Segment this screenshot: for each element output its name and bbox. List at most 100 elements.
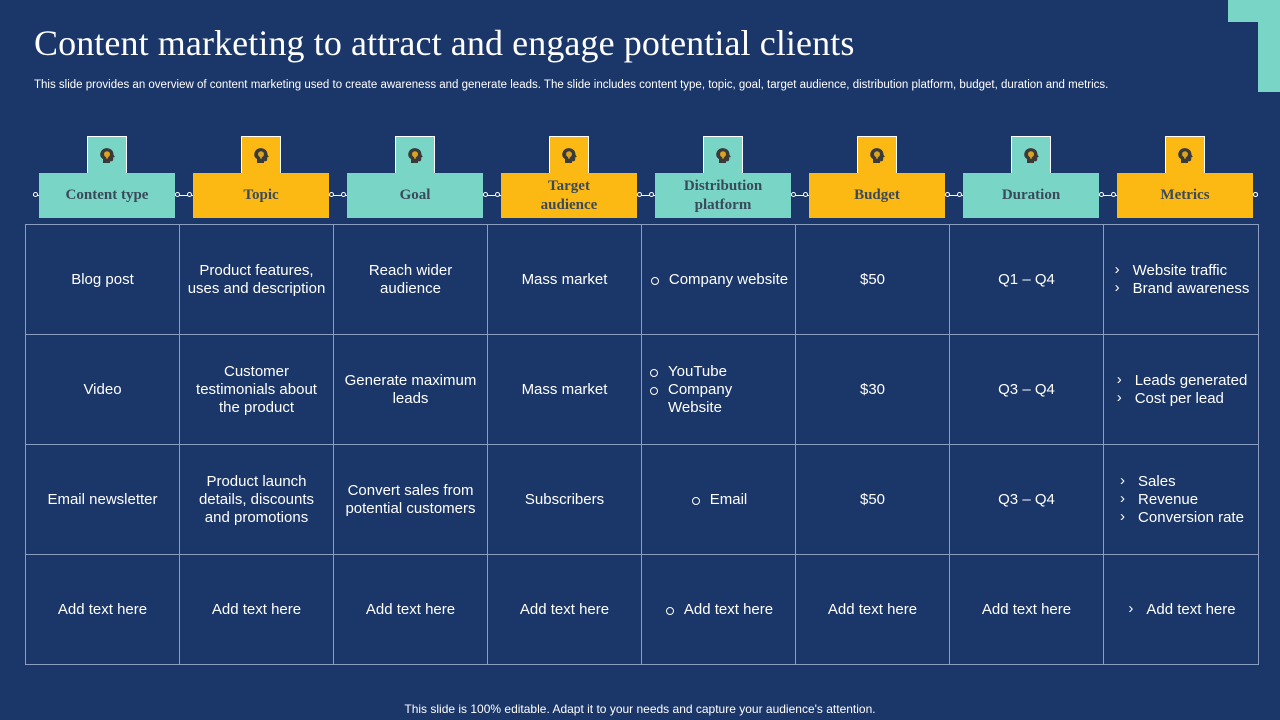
cell-metrics: Add text here <box>1103 554 1259 665</box>
table-row: Add text here Add text here Add text here A… <box>25 554 1259 665</box>
column-header: Topic <box>193 136 329 218</box>
header-connector <box>1099 195 1117 196</box>
list-item: Sales <box>1118 472 1244 491</box>
cell-budget: $30 <box>795 334 950 445</box>
cell-distribution-platform-list: YouTube Company Website <box>648 363 789 417</box>
cell-distribution-platform-list: Add text here <box>664 601 773 619</box>
header-connector-dot <box>187 192 192 197</box>
page-title: Content marketing to attract and engage … <box>34 23 855 63</box>
icon-tile <box>857 136 897 176</box>
cell-distribution-platform: Add text here <box>641 554 796 665</box>
icon-tile <box>1011 136 1051 176</box>
cell-duration: Q3 – Q4 <box>949 334 1104 445</box>
header-connector-dot <box>791 192 796 197</box>
table-row: Blog post Product features, uses and desc… <box>25 224 1259 335</box>
header-connector <box>791 195 809 196</box>
column-header-label: Budget <box>809 173 945 218</box>
column-header-label: Target audience <box>501 173 637 218</box>
column-header: Content type <box>39 136 175 218</box>
page-subtitle: This slide provides an overview of conte… <box>34 79 1109 91</box>
list-item: Website traffic <box>1113 261 1250 280</box>
cell-topic: Customer testimonials about the product <box>179 334 334 445</box>
column-header: Distribution platform <box>655 136 791 218</box>
header-connector <box>483 195 501 196</box>
cell-content-type: Add text here <box>25 554 180 665</box>
header-connector-dot <box>341 192 346 197</box>
list-item: Company website <box>649 271 788 289</box>
list-item: Cost per lead <box>1115 389 1248 408</box>
header-connector-dot <box>649 192 654 197</box>
lightbulb-head-icon <box>1178 148 1193 163</box>
list-item: Revenue <box>1118 490 1244 509</box>
column-headers: Content type Topic Goal Target audience Dist… <box>0 0 1280 230</box>
header-connector-dot <box>1099 192 1104 197</box>
cell-goal: Generate maximum leads <box>333 334 488 445</box>
cell-metrics-list: Website trafficBrand awareness <box>1113 261 1250 298</box>
cell-goal: Add text here <box>333 554 488 665</box>
corner-accent <box>1228 0 1280 92</box>
header-connector-dot <box>957 192 962 197</box>
cell-distribution-platform-list: Email <box>690 491 747 509</box>
list-item: Email <box>690 491 747 509</box>
lightbulb-head-icon <box>100 148 115 163</box>
column-header: Goal <box>347 136 483 218</box>
cell-budget: $50 <box>795 224 950 335</box>
list-item: Company Website <box>648 381 789 417</box>
cell-duration: Add text here <box>949 554 1104 665</box>
cell-distribution-platform: Company website <box>641 224 796 335</box>
cell-metrics-list: Add text here <box>1126 600 1235 619</box>
column-header-label: Topic <box>193 173 329 218</box>
cell-target-audience: Mass market <box>487 224 642 335</box>
list-item: Brand awareness <box>1113 279 1250 298</box>
cell-target-audience: Mass market <box>487 334 642 445</box>
header-connector-dot <box>945 192 950 197</box>
cell-topic: Add text here <box>179 554 334 665</box>
cell-metrics: SalesRevenueConversion rate <box>1103 444 1259 555</box>
header-connector-dot <box>1111 192 1116 197</box>
header-connector-dot <box>483 192 488 197</box>
header-connector-dot <box>803 192 808 197</box>
cell-content-type: Video <box>25 334 180 445</box>
column-header: Target audience <box>501 136 637 218</box>
cell-content-type: Email newsletter <box>25 444 180 555</box>
content-table: Blog post Product features, uses and desc… <box>25 224 1259 665</box>
table-row: Email newsletter Product launch details, … <box>25 444 1259 555</box>
column-header-label: Distribution platform <box>655 173 791 218</box>
header-connector <box>329 195 347 196</box>
cell-budget: $50 <box>795 444 950 555</box>
header-connector-dot <box>33 192 38 197</box>
cell-topic: Product launch details, discounts and pr… <box>179 444 334 555</box>
lightbulb-head-icon <box>408 148 423 163</box>
icon-tile <box>549 136 589 176</box>
cell-content-type: Blog post <box>25 224 180 335</box>
header-connector-dot <box>175 192 180 197</box>
header-connector-dot <box>329 192 334 197</box>
cell-target-audience: Subscribers <box>487 444 642 555</box>
header-connector-dot <box>637 192 642 197</box>
header-connector-dot <box>495 192 500 197</box>
lightbulb-head-icon <box>562 148 577 163</box>
column-header: Duration <box>963 136 1099 218</box>
cell-metrics-list: SalesRevenueConversion rate <box>1118 472 1244 527</box>
cell-duration: Q3 – Q4 <box>949 444 1104 555</box>
cell-distribution-platform-list: Company website <box>649 271 788 289</box>
lightbulb-head-icon <box>870 148 885 163</box>
list-item: YouTube <box>648 363 789 381</box>
icon-tile <box>87 136 127 176</box>
header-connector <box>945 195 963 196</box>
footer-note: This slide is 100% editable. Adapt it to… <box>404 702 876 716</box>
lightbulb-head-icon <box>254 148 269 163</box>
icon-tile <box>703 136 743 176</box>
column-header-label: Duration <box>963 173 1099 218</box>
icon-tile <box>241 136 281 176</box>
column-header: Budget <box>809 136 945 218</box>
lightbulb-head-icon <box>716 148 731 163</box>
cell-metrics-list: Leads generatedCost per lead <box>1115 371 1248 408</box>
cell-metrics: Website trafficBrand awareness <box>1103 224 1259 335</box>
list-item: Add text here <box>1126 600 1235 619</box>
list-item: Add text here <box>664 601 773 619</box>
cell-topic: Product features, uses and description <box>179 224 334 335</box>
list-item: Leads generated <box>1115 371 1248 390</box>
column-header-label: Goal <box>347 173 483 218</box>
list-item: Conversion rate <box>1118 508 1244 527</box>
